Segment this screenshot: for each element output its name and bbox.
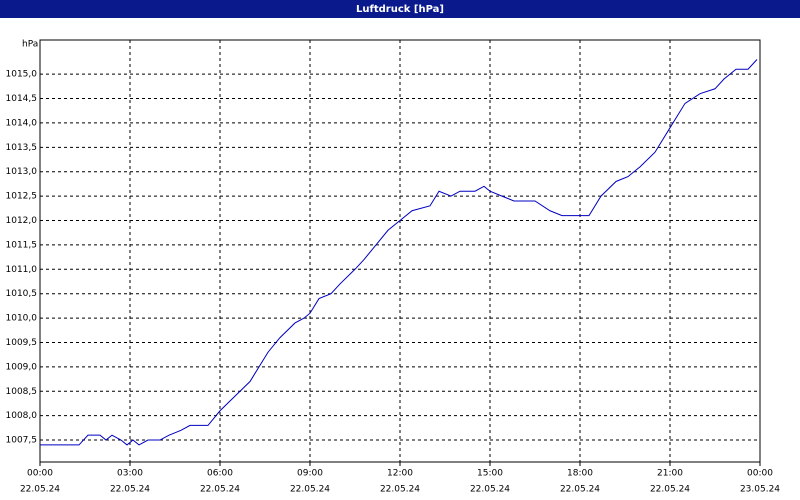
y-tick-label: 1014,5 [6, 94, 38, 104]
chart-title: Luftdruck [hPa] [356, 4, 444, 15]
x-tick-label: 15:00 [477, 469, 503, 479]
y-tick-label: 1010,5 [6, 289, 38, 299]
x-tick-label: 06:00 [207, 469, 233, 479]
x-tick-label: 09:00 [297, 469, 323, 479]
x-tick-label: 21:00 [657, 469, 683, 479]
x-tick-label: 00:00 [747, 469, 773, 479]
y-tick-label: 1013,5 [6, 143, 38, 153]
y-tick-label: 1009,5 [6, 338, 38, 348]
y-tick-label: 1014,0 [6, 118, 38, 128]
x-tick-date: 22.05.24 [650, 485, 690, 495]
y-tick-label: 1010,0 [6, 314, 38, 324]
y-tick-label: 1008,0 [6, 411, 38, 421]
data-line [40, 59, 758, 446]
y-tick-label: 1012,0 [6, 216, 38, 226]
y-tick-label: 1011,0 [6, 265, 38, 275]
x-tick-label: 03:00 [117, 469, 143, 479]
x-tick-date: 22.05.24 [200, 485, 240, 495]
y-tick-label: 1012,5 [6, 192, 38, 202]
title-bar [0, 0, 800, 18]
x-tick-date: 22.05.24 [290, 485, 330, 495]
y-tick-label: 1009,0 [6, 362, 38, 372]
x-tick-label: 18:00 [567, 469, 593, 479]
x-tick-date: 22.05.24 [470, 485, 510, 495]
y-axis-label: hPa [22, 40, 38, 50]
x-tick-date: 23.05.24 [740, 485, 780, 495]
x-tick-date: 22.05.24 [110, 485, 150, 495]
y-tick-label: 1007,5 [6, 436, 38, 446]
y-tick-label: 1011,5 [6, 240, 38, 250]
x-tick-date: 22.05.24 [20, 485, 60, 495]
x-tick-date: 22.05.24 [380, 485, 420, 495]
x-tick-label: 12:00 [387, 469, 413, 479]
y-tick-label: 1015,0 [6, 70, 38, 80]
y-tick-label: 1013,0 [6, 167, 38, 177]
x-tick-label: 00:00 [27, 469, 53, 479]
x-tick-date: 22.05.24 [560, 485, 600, 495]
y-tick-label: 1008,5 [6, 387, 38, 397]
